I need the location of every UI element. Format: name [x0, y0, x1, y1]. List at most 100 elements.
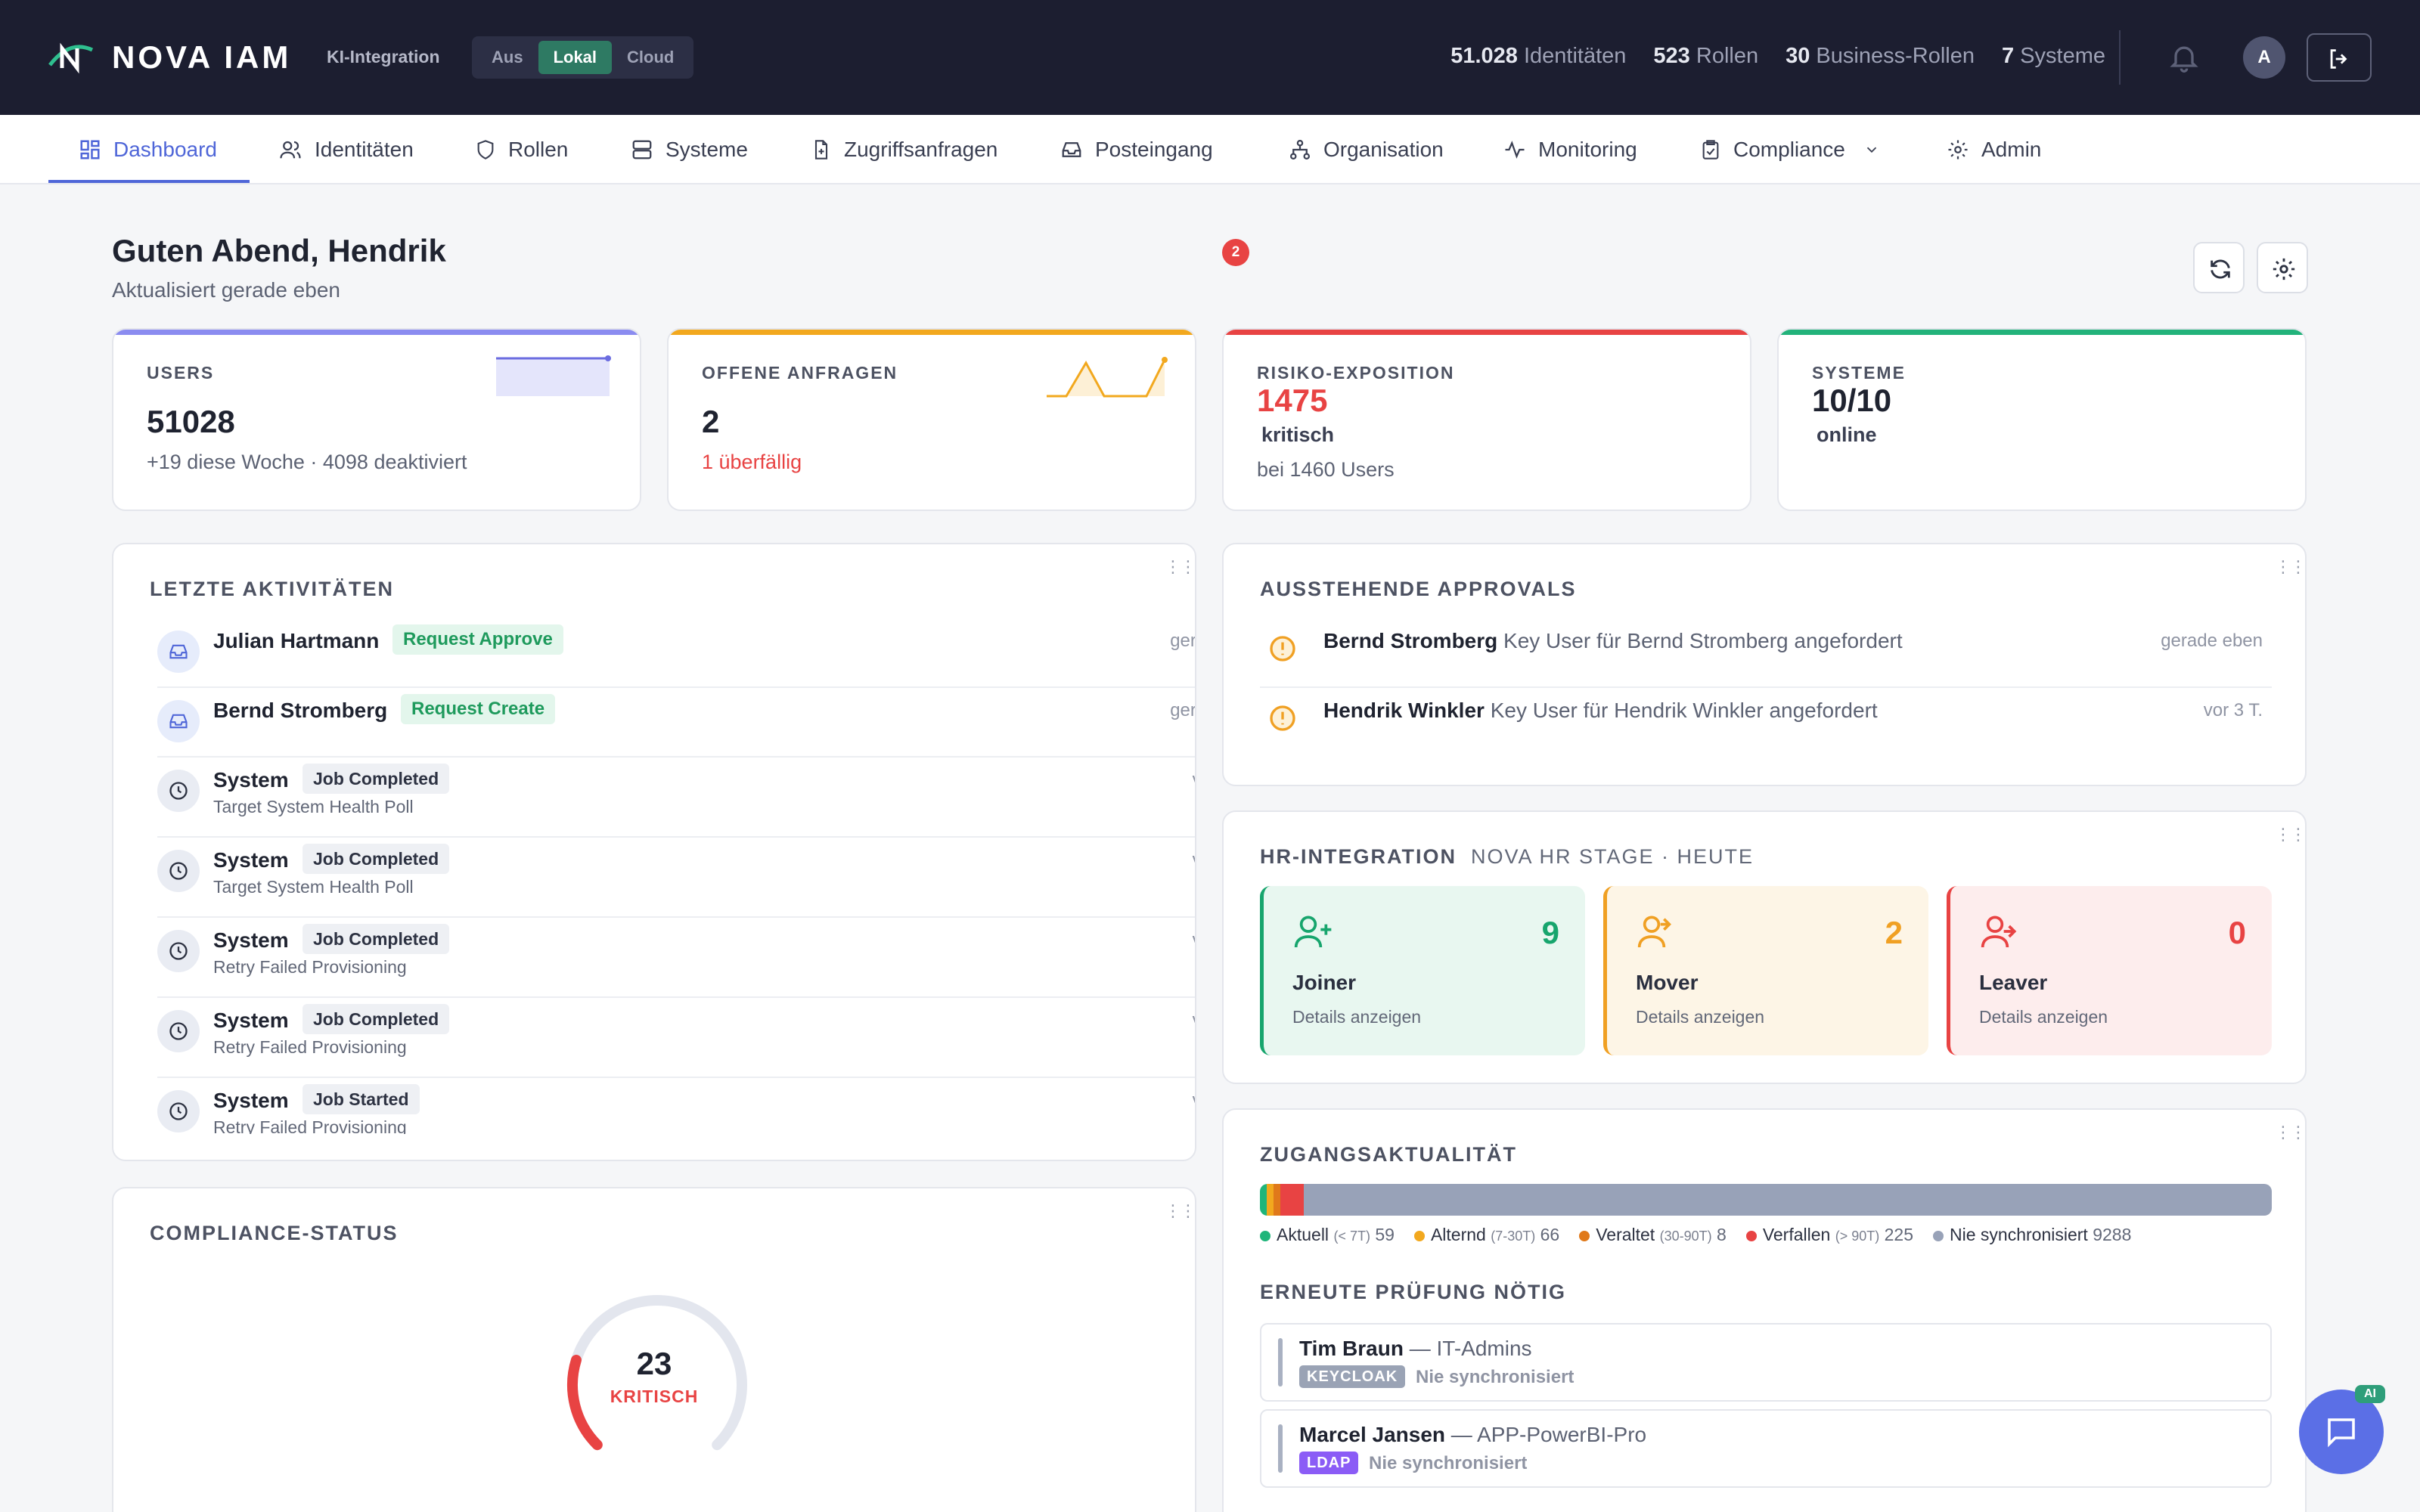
- kpi-value: 2: [702, 404, 720, 439]
- mover-label: Mover: [1636, 971, 1699, 994]
- divider: [157, 686, 1195, 688]
- freshness-segment[interactable]: [1260, 1184, 1267, 1216]
- hr-leaver-tile[interactable]: 0 Leaver Details anzeigen: [1947, 886, 2272, 1055]
- ki-mode-lokal[interactable]: Lokal: [538, 41, 613, 74]
- activity-row[interactable]: System Job Started Retry Failed Provisioni…: [157, 1084, 1195, 1134]
- drag-handle-icon[interactable]: ⋮⋮: [2275, 557, 2305, 576]
- nav-systems[interactable]: Systeme: [631, 115, 748, 184]
- review-item[interactable]: Tim Braun — IT-Admins KEYCLOAK Nie synchro…: [1260, 1323, 2272, 1402]
- avatar[interactable]: A: [2243, 36, 2285, 79]
- activity-row[interactable]: System Job Completed Retry Failed Provisio…: [157, 1004, 1195, 1075]
- approval-time: gerade eben: [2161, 631, 2263, 651]
- ki-mode-cloud[interactable]: Cloud: [627, 48, 675, 67]
- dashboard-icon: [80, 140, 100, 160]
- activity-time: gerade eben: [1170, 700, 1195, 720]
- ki-mode-aus[interactable]: Aus: [492, 48, 523, 67]
- leaver-label: Leaver: [1979, 971, 2048, 994]
- assistant-chat-button[interactable]: [2299, 1390, 2384, 1474]
- gear-icon: [2273, 258, 2295, 280]
- user-leave-icon: [1981, 916, 2017, 948]
- nav-dashboard[interactable]: Dashboard: [79, 115, 217, 184]
- nav-compliance[interactable]: Compliance: [1700, 115, 1892, 184]
- activity-row[interactable]: System Job Completed Target System Health …: [157, 844, 1195, 915]
- freshness-segment[interactable]: [1280, 1184, 1305, 1216]
- section-title: AUSSTEHENDE APPROVALS: [1260, 578, 1577, 600]
- inbox-badge: 2: [1222, 239, 1249, 266]
- logo[interactable]: NOVA IAM: [47, 33, 291, 82]
- nav-roles[interactable]: Rollen: [475, 115, 568, 184]
- approval-row[interactable]: Bernd Stromberg Key User für Bernd Strom…: [1224, 627, 2305, 688]
- activity-tag: Job Completed: [302, 1004, 450, 1034]
- activity-actor: System: [213, 928, 289, 952]
- bell-icon[interactable]: [2167, 41, 2201, 74]
- drag-handle-icon[interactable]: ⋮⋮: [2275, 825, 2305, 844]
- activity-time: vor 1 Min.: [1193, 1010, 1195, 1031]
- shield-icon: [477, 140, 494, 160]
- mover-count: 2: [1885, 915, 1903, 950]
- activity-actor: Bernd Stromberg: [213, 699, 388, 722]
- nav-monitoring[interactable]: Monitoring: [1503, 115, 1637, 184]
- section-title: COMPLIANCE-STATUS: [150, 1222, 399, 1244]
- compliance-score: 23: [636, 1346, 672, 1381]
- main-nav: Dashboard Identitäten Rollen Systeme Zug…: [0, 115, 2420, 266]
- kpi-requests-card[interactable]: OFFENE ANFRAGEN 2 1 überfällig: [667, 328, 1196, 511]
- active-tab-indicator: [48, 180, 250, 183]
- activity-row[interactable]: Julian Hartmann Request Approve gerade ebe…: [157, 624, 1195, 696]
- ai-badge: AI: [2355, 1385, 2385, 1403]
- freshness-segment[interactable]: [1267, 1184, 1274, 1216]
- kpi-users-card[interactable]: USERS 51028 +19 diese Woche · 4098 deakt…: [112, 328, 641, 511]
- refresh-icon: [2211, 259, 2230, 279]
- activity-time: vor 1 Min.: [1193, 1090, 1195, 1111]
- chevron-down-icon: [1866, 147, 1877, 153]
- freshness-segment[interactable]: [1274, 1184, 1281, 1216]
- leaver-details-link[interactable]: Details anzeigen: [1979, 1007, 2108, 1027]
- activities-card: LETZTE AKTIVITÄTEN ⋮⋮ Julian Hartmann Req…: [112, 543, 1196, 1161]
- hr-mover-tile[interactable]: 2 Mover Details anzeigen: [1603, 886, 1928, 1055]
- review-item[interactable]: Marcel Jansen — APP-PowerBI-Pro LDAP Nie s…: [1260, 1409, 2272, 1488]
- freshness-segment[interactable]: [1304, 1184, 2272, 1216]
- inbox-icon: [157, 700, 200, 742]
- activity-row[interactable]: System Job Completed Target System Health …: [157, 764, 1195, 835]
- nav-inbox[interactable]: Posteingang: [1060, 115, 1213, 184]
- legend-item: Nie synchronisiert 9288: [1933, 1225, 2131, 1245]
- activity-actor: System: [213, 1089, 289, 1112]
- section-title: LETZTE AKTIVITÄTEN: [150, 578, 394, 600]
- chat-icon: [2328, 1418, 2355, 1448]
- hr-integration-card: HR-INTEGRATION NOVA HR STAGE · HEUTE ⋮⋮ …: [1222, 810, 2307, 1084]
- divider: [2119, 30, 2121, 85]
- kpi-accent: [669, 330, 1195, 335]
- drag-handle-icon[interactable]: ⋮⋮: [2275, 1123, 2305, 1142]
- approval-row[interactable]: Hendrik Winkler Key User für Hendrik Win…: [1224, 697, 2305, 758]
- dashboard-settings-button[interactable]: [2257, 242, 2308, 293]
- joiner-details-link[interactable]: Details anzeigen: [1292, 1007, 1422, 1027]
- file-plus-icon: [814, 140, 828, 160]
- system-tag: KEYCLOAK: [1299, 1365, 1406, 1388]
- nav-identities[interactable]: Identitäten: [278, 115, 414, 184]
- mover-details-link[interactable]: Details anzeigen: [1636, 1007, 1765, 1027]
- activity-tag: Request Create: [401, 694, 556, 724]
- activity-row[interactable]: Bernd Stromberg Request Create gerade eben: [157, 694, 1195, 765]
- logout-button[interactable]: [2307, 33, 2372, 82]
- divider: [157, 836, 1195, 838]
- activity-time: vor 1 Min.: [1193, 770, 1195, 791]
- alert-circle-icon: [1270, 636, 1295, 662]
- kpi-value: 10/10: [1812, 383, 1892, 418]
- activity-time: gerade eben: [1170, 631, 1195, 651]
- refresh-button[interactable]: [2193, 242, 2245, 293]
- inbox-icon: [1062, 142, 1081, 157]
- nav-organisation[interactable]: Organisation: [1289, 115, 1444, 184]
- compliance-gauge: [567, 1295, 747, 1451]
- hr-joiner-tile[interactable]: 9 Joiner Details anzeigen: [1260, 886, 1585, 1055]
- kpi-accent: [1224, 330, 1750, 335]
- drag-handle-icon[interactable]: ⋮⋮: [1165, 1201, 1195, 1220]
- activity-row[interactable]: System Job Completed Retry Failed Provisio…: [157, 924, 1195, 995]
- kpi-systems-card[interactable]: SYSTEME 10/10 online: [1777, 328, 2307, 511]
- activity-tag: Job Started: [302, 1084, 420, 1114]
- nav-access-requests[interactable]: Zugriffsanfragen: [811, 115, 997, 184]
- drag-handle-icon[interactable]: ⋮⋮: [1165, 557, 1195, 576]
- divider: [157, 916, 1195, 918]
- nav-admin[interactable]: Admin: [1947, 115, 2041, 184]
- clock-icon: [157, 930, 200, 972]
- kpi-risk-card[interactable]: RISIKO-EXPOSITION 1475 kritisch bei 1460…: [1222, 328, 1751, 511]
- kpi-value: 1475: [1257, 383, 1328, 418]
